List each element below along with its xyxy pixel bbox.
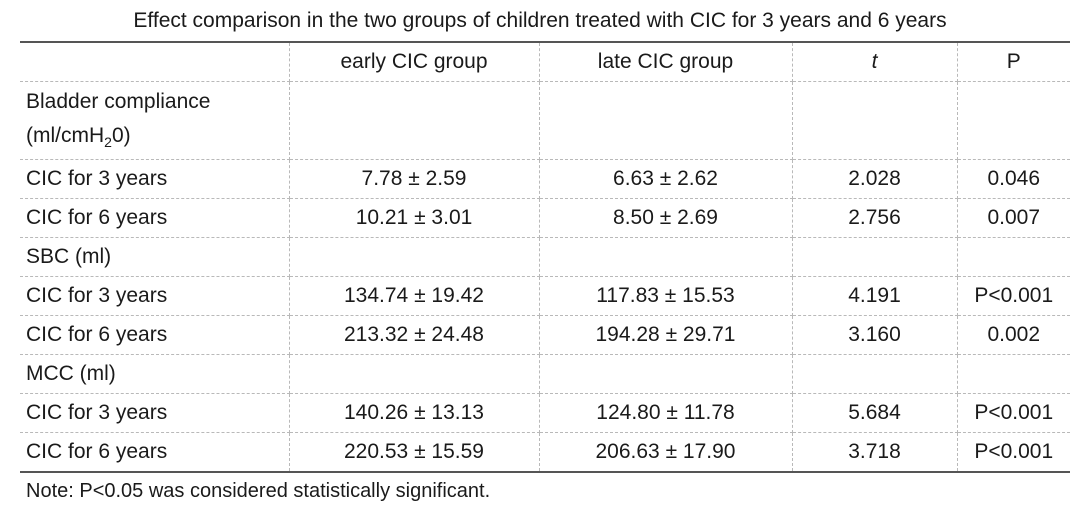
p-value: 0.007 bbox=[956, 198, 1070, 239]
group-row-sbc: SBC (ml) bbox=[20, 237, 1070, 278]
empty-cell bbox=[538, 354, 793, 395]
empty-cell bbox=[791, 80, 958, 161]
row-label: CIC for 3 years bbox=[20, 276, 290, 317]
row-label: CIC for 6 years bbox=[20, 315, 290, 356]
empty-cell bbox=[956, 237, 1070, 278]
table-row: CIC for 6 years 220.53 ± 15.59 206.63 ± … bbox=[20, 432, 1070, 474]
row-label: CIC for 3 years bbox=[20, 159, 290, 200]
header-early-cic: early CIC group bbox=[288, 41, 540, 82]
empty-cell bbox=[538, 237, 793, 278]
table-row: CIC for 6 years 10.21 ± 3.01 8.50 ± 2.69… bbox=[20, 198, 1070, 239]
p-value: 0.002 bbox=[956, 315, 1070, 356]
early-value: 220.53 ± 15.59 bbox=[288, 432, 540, 474]
table-row: CIC for 3 years 7.78 ± 2.59 6.63 ± 2.62 … bbox=[20, 159, 1070, 200]
group-label-line2: (ml/cmH20) bbox=[26, 124, 131, 151]
empty-cell bbox=[288, 237, 540, 278]
p-value: P<0.001 bbox=[956, 393, 1070, 434]
t-value: 2.028 bbox=[791, 159, 958, 200]
empty-cell bbox=[791, 237, 958, 278]
empty-cell bbox=[288, 80, 540, 161]
late-value: 206.63 ± 17.90 bbox=[538, 432, 793, 474]
header-late-cic: late CIC group bbox=[538, 41, 793, 82]
group-row-mcc: MCC (ml) bbox=[20, 354, 1070, 395]
p-value: P<0.001 bbox=[956, 432, 1070, 474]
t-value: 5.684 bbox=[791, 393, 958, 434]
early-value: 134.74 ± 19.42 bbox=[288, 276, 540, 317]
header-empty bbox=[20, 41, 290, 82]
late-value: 194.28 ± 29.71 bbox=[538, 315, 793, 356]
header-t: t bbox=[791, 41, 958, 82]
row-label: CIC for 6 years bbox=[20, 198, 290, 239]
empty-cell bbox=[791, 354, 958, 395]
row-label: CIC for 3 years bbox=[20, 393, 290, 434]
t-value: 4.191 bbox=[791, 276, 958, 317]
early-value: 213.32 ± 24.48 bbox=[288, 315, 540, 356]
table-header-row: early CIC group late CIC group t P bbox=[20, 41, 1070, 82]
late-value: 117.83 ± 15.53 bbox=[538, 276, 793, 317]
t-value: 3.160 bbox=[791, 315, 958, 356]
p-value: 0.046 bbox=[956, 159, 1070, 200]
group-label-bladder-compliance: Bladder compliance (ml/cmH20) bbox=[20, 80, 290, 161]
table-row: CIC for 3 years 134.74 ± 19.42 117.83 ± … bbox=[20, 276, 1070, 317]
table-note: Note: P<0.05 was considered statisticall… bbox=[26, 480, 491, 502]
results-table: early CIC group late CIC group t P Bladd… bbox=[20, 41, 1070, 474]
empty-cell bbox=[956, 354, 1070, 395]
group-label-sbc: SBC (ml) bbox=[20, 237, 290, 278]
group-label-mcc: MCC (ml) bbox=[20, 354, 290, 395]
group-label-line1: Bladder compliance bbox=[26, 90, 211, 113]
empty-cell bbox=[288, 354, 540, 395]
row-label: CIC for 6 years bbox=[20, 432, 290, 474]
early-value: 10.21 ± 3.01 bbox=[288, 198, 540, 239]
late-value: 124.80 ± 11.78 bbox=[538, 393, 793, 434]
header-p: P bbox=[956, 41, 1070, 82]
t-value: 3.718 bbox=[791, 432, 958, 474]
early-value: 7.78 ± 2.59 bbox=[288, 159, 540, 200]
table-row: CIC for 3 years 140.26 ± 13.13 124.80 ± … bbox=[20, 393, 1070, 434]
table-title: Effect comparison in the two groups of c… bbox=[133, 9, 947, 32]
table-row: CIC for 6 years 213.32 ± 24.48 194.28 ± … bbox=[20, 315, 1070, 356]
late-value: 8.50 ± 2.69 bbox=[538, 198, 793, 239]
empty-cell bbox=[538, 80, 793, 161]
early-value: 140.26 ± 13.13 bbox=[288, 393, 540, 434]
late-value: 6.63 ± 2.62 bbox=[538, 159, 793, 200]
t-value: 2.756 bbox=[791, 198, 958, 239]
p-value: P<0.001 bbox=[956, 276, 1070, 317]
empty-cell bbox=[956, 80, 1070, 161]
